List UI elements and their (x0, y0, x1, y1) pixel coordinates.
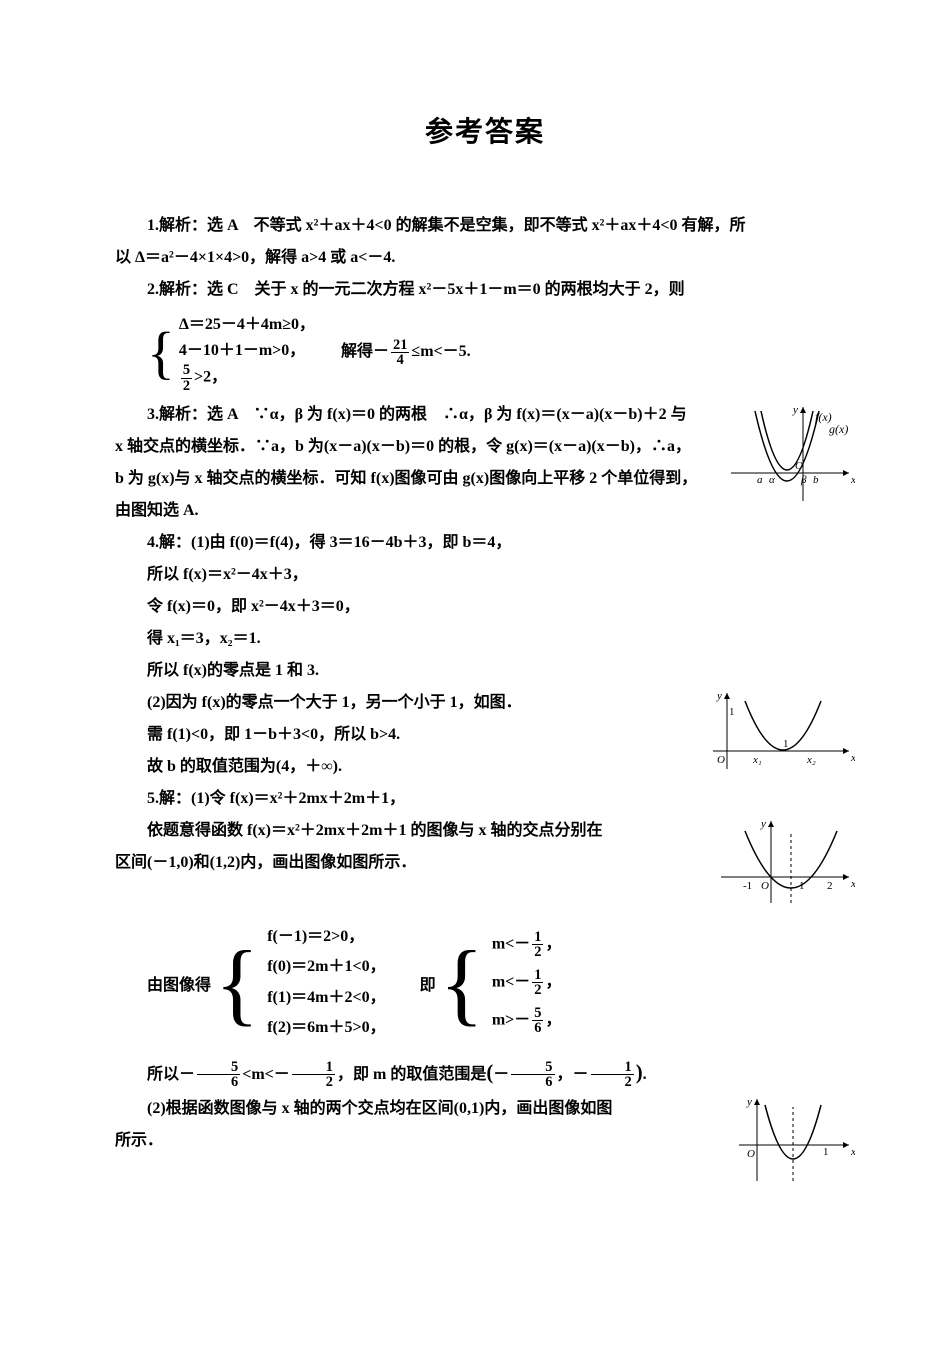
svg-text:x: x (850, 752, 855, 764)
svg-text:y: y (716, 690, 722, 702)
svg-text:g(x): g(x) (829, 422, 848, 436)
q5-r2: m<－12， (492, 968, 562, 998)
svg-text:α: α (769, 474, 775, 486)
svg-text:-1: -1 (743, 880, 752, 892)
q5-r3: m>－56， (492, 1006, 562, 1036)
q5-l1: 5.解：(1)令 f(x)＝x²＋2mx＋2m＋1， (115, 783, 855, 815)
q5-figure2: O 1 x y (735, 1093, 855, 1188)
q4-l1: 4.解：(1)由 f(0)＝f(4)，得 3＝16－4b＋3，即 b＝4， (115, 527, 855, 559)
document-page: 参考答案 1.解析：选 A 不等式 x²＋ax＋4<0 的解集不是空集，即不等式… (0, 0, 950, 1232)
q5-b4: f(2)＝6m＋5>0， (267, 1013, 385, 1043)
q2-brace-row: { Δ＝25－4＋4m≥0， 4－10＋1－m>0， 52>2， 解得－214≤… (115, 306, 855, 399)
q2-result: 解得－214≤m<－5. (341, 337, 471, 367)
q4-l3: 令 f(x)＝0，即 x²－4x＋3＝0， (115, 591, 855, 623)
q4-l4: 得 x₁＝3，x₂＝1. (115, 623, 855, 655)
svg-text:O: O (795, 460, 803, 472)
q2-cond2: 4－10＋1－m>0， (179, 338, 315, 364)
q5-brace-mid: 即 (420, 971, 436, 995)
q5-b1: f(－1)＝2>0， (267, 922, 385, 952)
q5-brace-row: 由图像得 { f(－1)＝2>0， f(0)＝2m＋1<0， f(1)＝4m＋2… (147, 922, 855, 1044)
q5-brace-lead: 由图像得 (147, 971, 211, 995)
left-brace-icon: { (440, 937, 484, 1029)
parabola-01-icon: O 1 x y (735, 1093, 855, 1188)
svg-text:x: x (850, 878, 855, 890)
parabola-roots-icon: O x y 1 x₁ 1 x₂ (705, 687, 855, 777)
svg-text:b: b (813, 474, 819, 486)
left-brace-icon: { (215, 937, 259, 1029)
q5-b3: f(1)＝4m＋2<0， (267, 983, 385, 1013)
svg-text:x₂: x₂ (806, 754, 816, 766)
svg-text:2: 2 (827, 880, 833, 892)
q1-line2: 以 Δ＝a²－4×1×4>0，解得 a>4 或 a<－4. (115, 242, 855, 274)
svg-text:y: y (760, 818, 766, 830)
q5-conclusion: 所以－56<m<－12，即 m 的取值范围是(－56，－12). (115, 1052, 855, 1094)
q4-l5: 所以 f(x)的零点是 1 和 3. (115, 655, 855, 687)
parabola-interval-icon: O -1 1 2 x y (715, 815, 855, 910)
q5-figure1: O -1 1 2 x y (715, 815, 855, 910)
svg-text:x: x (850, 474, 855, 486)
svg-text:y: y (746, 1096, 752, 1108)
svg-text:a: a (757, 474, 763, 486)
svg-text:1: 1 (783, 738, 789, 750)
q2-cond3: 52>2， (179, 363, 315, 393)
q2-line1: 2.解析：选 C 关于 x 的一元二次方程 x²－5x＋1－m＝0 的两根均大于… (115, 274, 855, 306)
svg-text:y: y (792, 404, 798, 416)
q4-l2: 所以 f(x)＝x²－4x＋3， (115, 559, 855, 591)
q2-cond1: Δ＝25－4＋4m≥0， (179, 312, 315, 338)
left-brace-icon: { (147, 324, 175, 382)
q4-figure: O x y 1 x₁ 1 x₂ (705, 687, 855, 777)
q5-r1: m<－12， (492, 930, 562, 960)
page-title: 参考答案 (115, 110, 855, 150)
q3-figure: f(x) g(x) x y O a α β b (725, 401, 855, 511)
svg-text:O: O (761, 880, 769, 892)
q2-conditions: { Δ＝25－4＋4m≥0， 4－10＋1－m>0， 52>2， (147, 312, 315, 393)
svg-text:O: O (717, 754, 725, 766)
parabola-fg-icon: f(x) g(x) x y O a α β b (725, 401, 855, 511)
q1-line1: 1.解析：选 A 不等式 x²＋ax＋4<0 的解集不是空集，即不等式 x²＋a… (115, 210, 855, 242)
svg-text:1: 1 (729, 706, 735, 718)
q5-b2: f(0)＝2m＋1<0， (267, 952, 385, 982)
svg-text:x₁: x₁ (752, 754, 762, 766)
svg-text:β: β (800, 474, 807, 486)
svg-text:1: 1 (799, 880, 805, 892)
svg-text:x: x (850, 1146, 855, 1158)
svg-text:O: O (747, 1148, 755, 1160)
svg-text:1: 1 (823, 1146, 829, 1158)
